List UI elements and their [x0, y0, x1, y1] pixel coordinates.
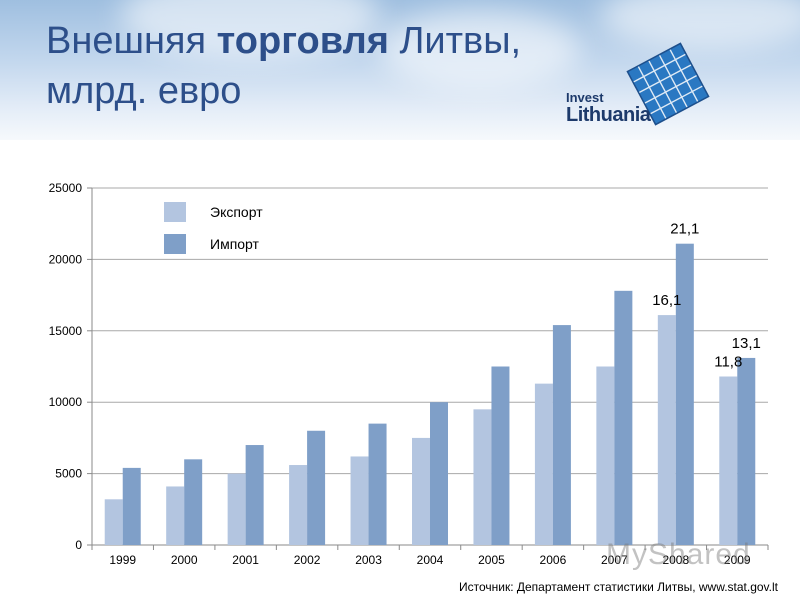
export-bar: [104, 499, 123, 545]
title-part1: Внешняя: [46, 20, 217, 62]
logo-text-invest: Invest: [566, 90, 604, 105]
x-tick-label: 2003: [355, 553, 382, 567]
import-bar: [245, 445, 264, 545]
logo-grid-icon: [626, 42, 710, 126]
x-tick-label: 2006: [540, 553, 567, 567]
x-tick-label: 2007: [601, 553, 628, 567]
import-bar: [675, 243, 694, 545]
y-tick-label: 25000: [49, 181, 83, 195]
import-bar: [184, 459, 203, 545]
export-bar: [473, 409, 492, 545]
import-bar: [430, 402, 448, 545]
x-tick-label: 2000: [171, 553, 198, 567]
export-bar: [596, 366, 615, 545]
import-bar: [368, 423, 387, 545]
export-bar: [350, 456, 369, 545]
export-bar: [289, 465, 308, 545]
trade-bar-chart: 0 5000 10000 15000 20000 25000 1999 2000 2001 200…: [49, 181, 769, 567]
data-label: 21,1: [670, 221, 699, 238]
import-bar: [491, 366, 510, 545]
x-tick-label: 2008: [662, 553, 689, 567]
y-tick-label: 20000: [49, 252, 83, 266]
data-label: 16,1: [652, 292, 681, 309]
export-bar: [719, 376, 738, 545]
export-bar: [166, 486, 185, 545]
x-tick-label: 2009: [724, 553, 751, 567]
title-line2: млрд. евро: [46, 70, 242, 112]
export-bar: [412, 437, 430, 545]
x-tick-label: 2005: [478, 553, 505, 567]
export-bar: [657, 315, 676, 545]
legend-swatch-export: [164, 202, 186, 222]
x-tick-label: 2004: [417, 553, 444, 567]
import-bar: [737, 357, 756, 545]
x-tick-label: 2002: [294, 553, 321, 567]
title-part2: Литвы,: [388, 20, 522, 62]
import-bar: [552, 325, 571, 545]
source-note: Источник: Департамент статистики Литвы, …: [458, 580, 778, 594]
import-bar: [307, 430, 326, 545]
y-tick-label: 10000: [49, 395, 83, 409]
y-tick-label: 5000: [55, 467, 82, 481]
data-label: 13,1: [732, 335, 761, 352]
invest-lithuania-logo: Invest Lithuania: [564, 36, 724, 136]
slide-title: Внешняя торговля Литвы, млрд. евро: [46, 16, 521, 116]
legend-swatch-import: [164, 234, 186, 254]
x-tick-label: 2001: [232, 553, 259, 567]
title-bold: торговля: [216, 20, 389, 62]
y-tick-label: 15000: [49, 324, 83, 338]
logo-text-lithuania: Lithuania: [566, 104, 651, 126]
x-tick-label: 1999: [109, 553, 136, 567]
slide-header: Внешняя торговля Литвы, млрд. евро Invest: [0, 0, 800, 140]
import-bar: [122, 467, 141, 545]
y-tick-label: 0: [75, 538, 82, 552]
legend-label-import: Импорт: [210, 236, 260, 252]
export-bar: [534, 383, 553, 545]
export-bar: [227, 473, 246, 545]
import-bar: [614, 290, 633, 545]
cloud-decoration: [380, 10, 580, 90]
data-label: 11,8: [714, 353, 742, 370]
legend-label-export: Экспорт: [210, 204, 263, 220]
watermark: MyShared: [606, 538, 751, 571]
